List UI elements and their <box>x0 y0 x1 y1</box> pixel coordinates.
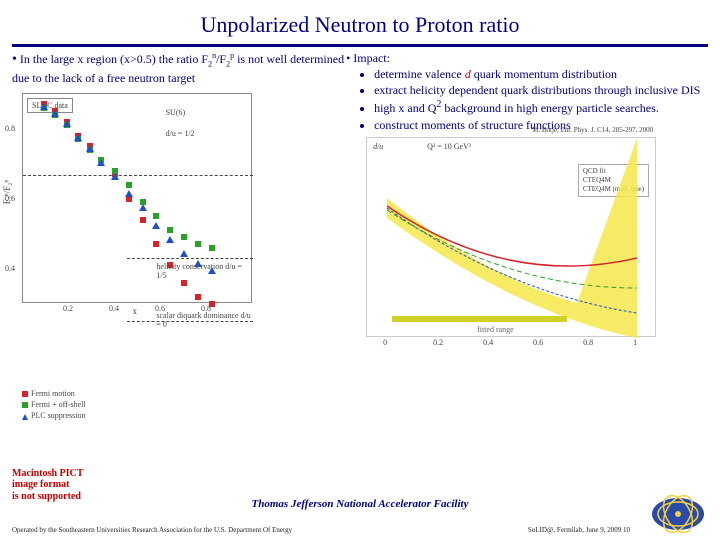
xtick: 0.6 <box>533 338 543 347</box>
xtick: 0 <box>383 338 387 347</box>
data-point <box>97 159 105 166</box>
legend-item: Fermi motion <box>22 388 86 399</box>
intro-sub2a: 2 <box>208 60 212 69</box>
impact-label: Impact: <box>353 51 390 65</box>
data-point <box>86 145 94 152</box>
footer-center: Thomas Jefferson National Accelerator Fa… <box>0 498 720 510</box>
xtick: 0.2 <box>63 304 73 313</box>
ytick: 0.6 <box>5 194 15 203</box>
chart-annotation: SU(6) <box>166 108 186 117</box>
legend-item: PLC suppression <box>22 410 86 421</box>
xlabel: x <box>132 306 137 316</box>
chart-annotation: scalar diquark dominance d/u = 0 <box>156 311 251 329</box>
xtick: 0.2 <box>433 338 443 347</box>
warn-l2: image format <box>12 479 83 491</box>
data-point <box>166 236 174 243</box>
data-point <box>63 120 71 127</box>
left-intro: • In the large x region (x>0.5) the rati… <box>12 51 346 87</box>
data-point <box>111 173 119 180</box>
warn-l1: Macintosh PICT <box>12 468 83 480</box>
data-point <box>209 245 215 251</box>
intro-text-a: In the large x region (x>0.5) the ratio … <box>20 52 208 66</box>
left-column: • In the large x region (x>0.5) the rati… <box>12 51 346 337</box>
footer-right: SoLID@, Fermilab, June 9, 2009 10 <box>528 526 630 534</box>
fitted-range-bar <box>392 316 567 322</box>
chart-ref: M. Botje, Eur. Phys. J. C14, 285-297, 20… <box>532 126 653 134</box>
data-point <box>180 250 188 257</box>
data-point <box>126 182 132 188</box>
xtick: 0.4 <box>483 338 493 347</box>
du-chart: M. Botje, Eur. Phys. J. C14, 285-297, 20… <box>366 137 656 337</box>
chart-annotation: helicity conservation d/u = 1/5 <box>156 262 251 280</box>
data-point <box>195 294 201 300</box>
data-point <box>139 204 147 211</box>
impact-item: high x and Q2 background in high energy … <box>374 98 708 116</box>
xtick: 0.8 <box>583 338 593 347</box>
left-chart-legend: Fermi motionFermi + off-shellPLC suppres… <box>22 388 86 422</box>
data-point <box>209 301 215 307</box>
ytick: 0.4 <box>5 264 15 273</box>
data-point <box>181 234 187 240</box>
xtick: 0.4 <box>109 304 119 313</box>
data-point <box>195 241 201 247</box>
ytick: 0.8 <box>5 124 15 133</box>
content-row: • In the large x region (x>0.5) the rati… <box>0 51 720 337</box>
data-point <box>40 103 48 110</box>
impact-item: determine valence d quark momentum distr… <box>374 66 708 82</box>
intro-sub2b: 2 <box>226 60 230 69</box>
chart-annotation: d/u = 1/2 <box>166 129 195 138</box>
slide-title: Unpolarized Neutron to Proton ratio <box>0 0 720 44</box>
impact-item: extract helicity dependent quark distrib… <box>374 82 708 98</box>
legend-item: Fermi + off-shell <box>22 399 86 410</box>
footer-left: Operated by the Southeastern Universitie… <box>12 526 292 534</box>
data-point <box>125 190 133 197</box>
guide-line <box>127 258 254 259</box>
data-point <box>140 217 146 223</box>
xtick: 1 <box>633 338 637 347</box>
data-point <box>51 110 59 117</box>
data-point <box>153 241 159 247</box>
ratio-chart: F₂ⁿ/F₂ᵖ x SLAC data 0.40.60.80.20.40.60.… <box>22 93 252 303</box>
data-point <box>181 280 187 286</box>
bullet-dot-icon: • <box>12 52 17 67</box>
guide-line <box>23 175 253 176</box>
intro-slash: /F <box>216 52 226 66</box>
right-column: • Impact: determine valence d quark mome… <box>346 51 708 337</box>
doe-logo-icon <box>648 494 708 534</box>
impact-heading: • Impact: <box>346 51 708 66</box>
intro-sup-p: p <box>230 51 234 60</box>
data-point <box>153 213 159 219</box>
bullet-dot-icon: • <box>346 51 350 65</box>
pict-warning: Macintosh PICT image format is not suppo… <box>12 468 83 503</box>
fitted-range-label: fitted range <box>477 325 514 334</box>
data-point <box>167 227 173 233</box>
impact-list: determine valence d quark momentum distr… <box>374 66 708 133</box>
data-point <box>74 134 82 141</box>
title-underline <box>12 44 708 47</box>
data-point <box>152 222 160 229</box>
slac-badge: SLAC data <box>27 98 73 113</box>
